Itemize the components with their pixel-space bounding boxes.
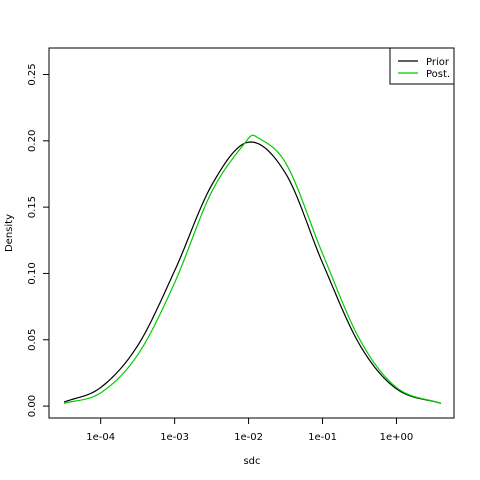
y-tick-label: 0.05	[27, 329, 38, 351]
y-tick-label: 0.20	[27, 130, 38, 152]
legend: Prior Post.	[389, 47, 455, 85]
y-axis-title: Density	[4, 214, 15, 252]
y-axis: 0.00 0.05 0.10 0.15 0.20 0.25	[27, 63, 49, 417]
posterior-density-line	[63, 134, 442, 404]
legend-box	[389, 47, 455, 85]
x-axis: 1e-04 1e-03 1e-02 1e-01 1e+00	[86, 418, 413, 443]
x-tick-label: 1e-02	[234, 432, 263, 443]
x-tick-label: 1e+00	[380, 432, 414, 443]
x-tick-label: 1e-04	[86, 432, 115, 443]
x-tick-label: 1e-03	[160, 432, 189, 443]
legend-label-prior: Prior	[426, 57, 450, 68]
prior-density-line	[63, 141, 442, 404]
y-tick-label: 0.00	[27, 395, 38, 417]
series-layer	[63, 134, 442, 404]
plot-frame	[48, 47, 455, 419]
legend-label-post: Post.	[426, 69, 450, 80]
y-tick-label: 0.15	[27, 196, 38, 218]
y-tick-label: 0.10	[27, 262, 38, 284]
x-tick-label: 1e-01	[308, 432, 337, 443]
x-axis-title: sdc	[243, 456, 260, 467]
y-tick-label: 0.25	[27, 63, 38, 85]
